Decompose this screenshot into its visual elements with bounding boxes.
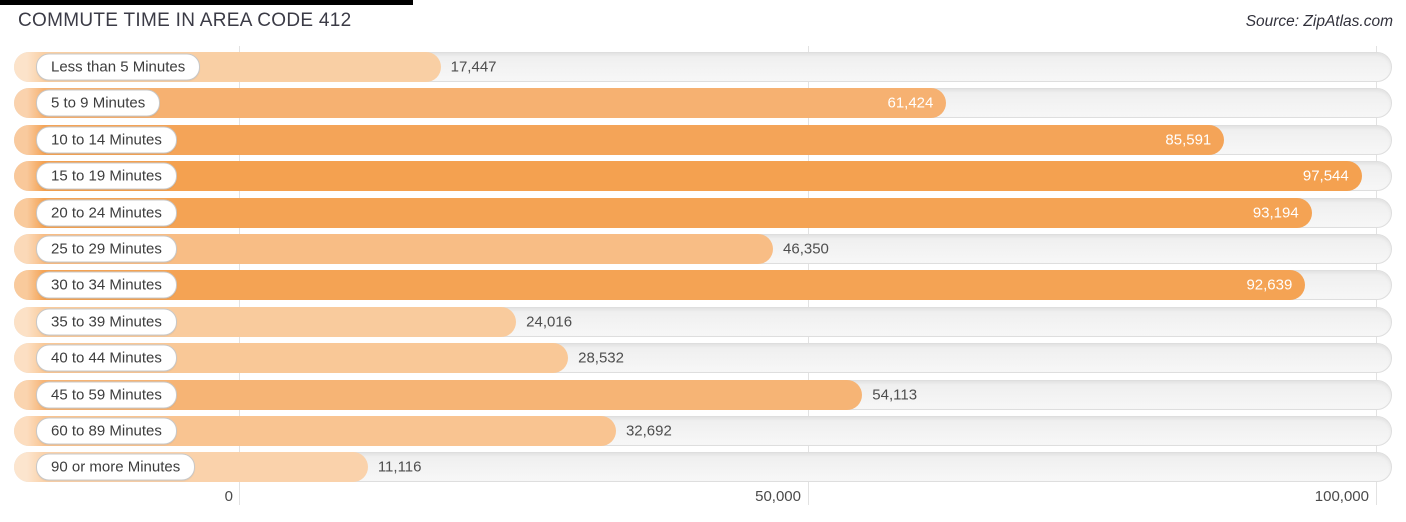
x-axis-tick-100000: 100,000	[1314, 488, 1369, 505]
bar-category-label: 10 to 14 Minutes	[36, 126, 177, 154]
bar-value-label: 32,692	[625, 422, 672, 440]
bar-category-label: 30 to 34 Minutes	[36, 271, 177, 299]
bar-category-label: 25 to 29 Minutes	[36, 235, 177, 263]
bar-category-label: 15 to 19 Minutes	[36, 162, 177, 190]
bar: 92,639	[14, 270, 1306, 301]
bar-row: 45 to 59 Minutes 54,113	[14, 379, 1392, 410]
bar: 97,544	[14, 161, 1362, 192]
x-axis-tick-50000: 50,000	[755, 488, 801, 505]
bar-category-label: 40 to 44 Minutes	[36, 344, 177, 372]
bar-category-label: 45 to 59 Minutes	[36, 381, 177, 409]
bar-category-label: 35 to 39 Minutes	[36, 308, 177, 336]
chart-title: COMMUTE TIME IN AREA CODE 412	[18, 10, 352, 31]
bar-value-label: 11,116	[377, 458, 422, 476]
bar-row: 85,591 10 to 14 Minutes	[14, 124, 1392, 155]
bar-value-label: 46,350	[783, 240, 829, 258]
source-link[interactable]: Source: ZipAtlas.com	[1245, 13, 1393, 30]
bar-category-label: 90 or more Minutes	[36, 453, 196, 481]
bar: 93,194	[14, 197, 1312, 228]
bar: 61,424	[14, 88, 947, 119]
bar-row: 40 to 44 Minutes 28,532	[14, 343, 1392, 374]
bar-value-label: 92,639	[1246, 276, 1293, 294]
bar-row: 60 to 89 Minutes 32,692	[14, 415, 1392, 446]
bar-value-label: 24,016	[526, 313, 573, 331]
bar-row: 61,424 5 to 9 Minutes	[14, 88, 1392, 119]
bar-category-label: 20 to 24 Minutes	[36, 199, 177, 227]
top-edge-artifact	[0, 0, 413, 5]
bar-value-label: 61,424	[887, 94, 934, 112]
bar-row: 90 or more Minutes 11,116	[14, 452, 1392, 483]
bar-row: 92,639 30 to 34 Minutes	[14, 270, 1392, 301]
bar-row: 97,544 15 to 19 Minutes	[14, 161, 1392, 192]
bar-value-label: 54,113	[872, 386, 918, 404]
x-axis-tick-0: 0	[224, 488, 233, 505]
bar-value-label: 17,447	[450, 58, 497, 76]
bar-row: Less than 5 Minutes 17,447	[14, 52, 1392, 82]
bar-row: 93,194 20 to 24 Minutes	[14, 197, 1392, 228]
bar: 85,591	[14, 124, 1225, 155]
bar-category-label: 5 to 9 Minutes	[36, 89, 161, 117]
bar-value-label: 97,544	[1302, 167, 1349, 185]
bar-chart: Less than 5 Minutes 17,447 61,424 5 to 9…	[14, 52, 1392, 483]
bar-value-label: 93,194	[1252, 204, 1299, 222]
bar-value-label: 28,532	[578, 349, 624, 367]
bar-category-label: 60 to 89 Minutes	[36, 417, 177, 445]
bar-row: 35 to 39 Minutes 24,016	[14, 306, 1392, 337]
bar-category-label: Less than 5 Minutes	[36, 53, 201, 81]
bar-value-label: 85,591	[1165, 131, 1212, 149]
bar-row: 25 to 29 Minutes 46,350	[14, 233, 1392, 264]
